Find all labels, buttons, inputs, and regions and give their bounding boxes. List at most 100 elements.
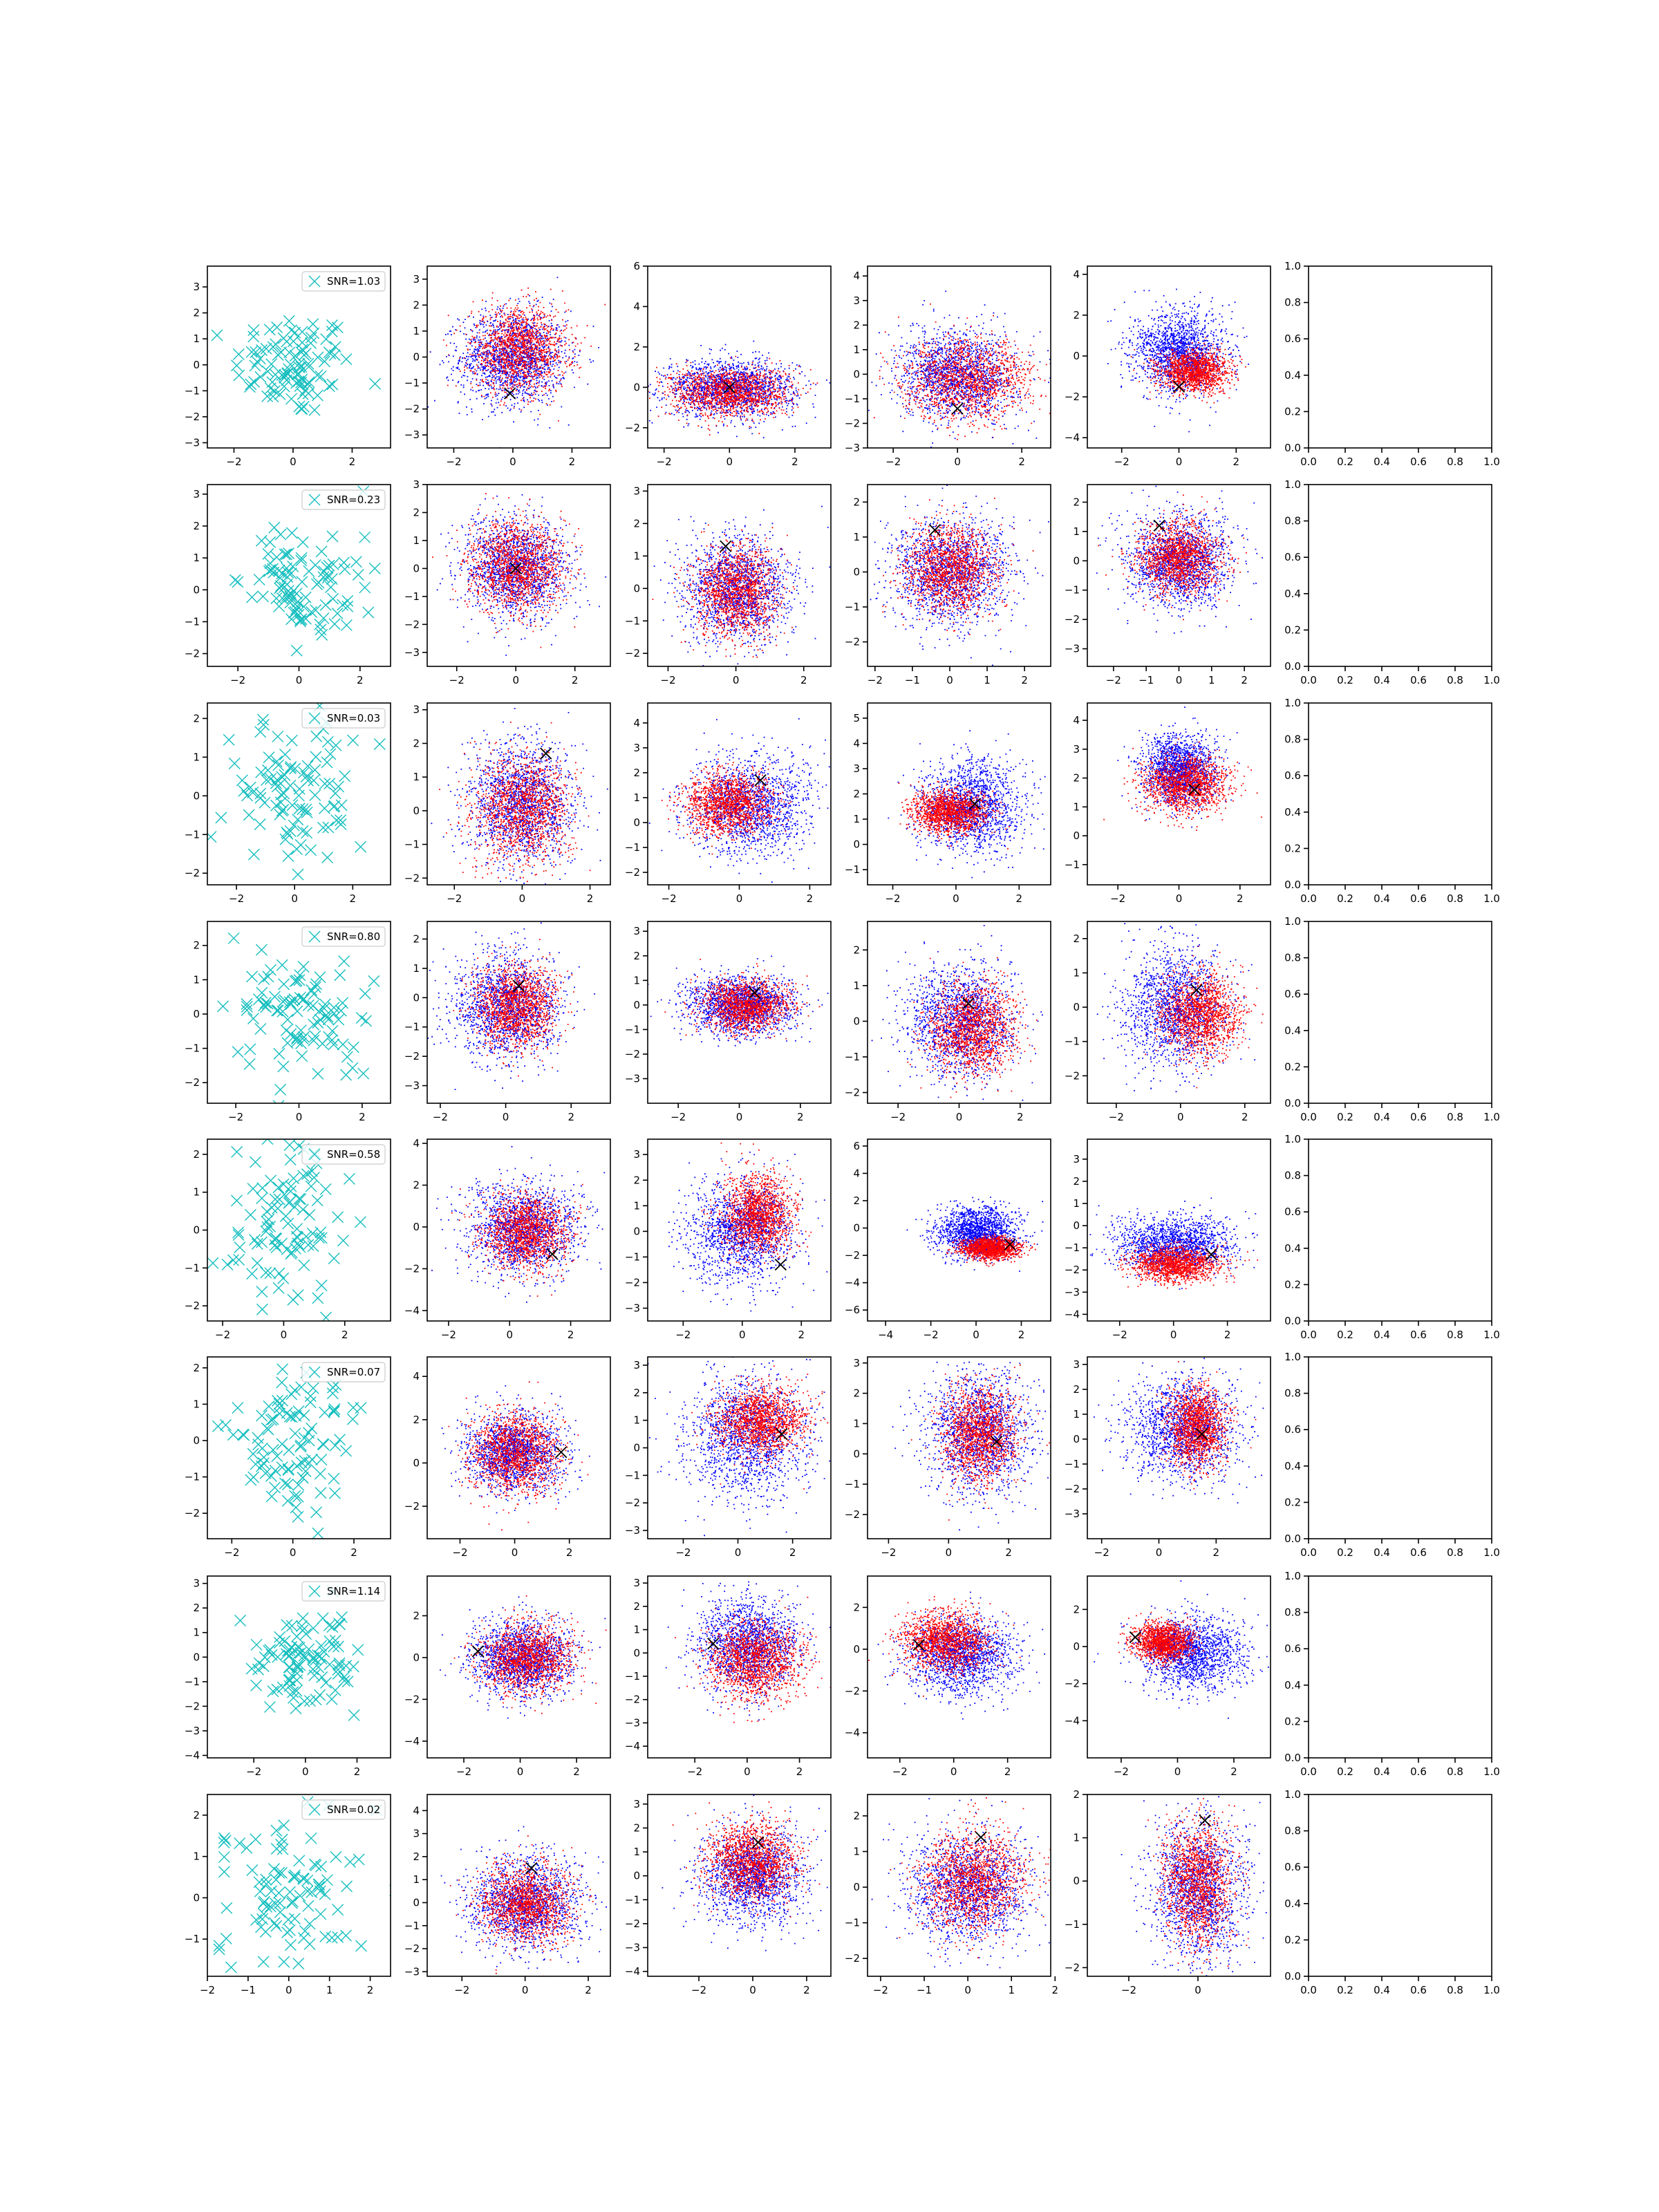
x-marker: [265, 1490, 278, 1503]
x-marker: [314, 1468, 326, 1480]
x-marker: [352, 1644, 364, 1656]
x-tick-label: −1: [917, 1984, 932, 1996]
x-marker: [294, 1241, 306, 1253]
x-tick-label: 0.6: [1410, 1111, 1427, 1123]
x-marker: [281, 562, 293, 574]
x-marker: [328, 1403, 341, 1415]
x-marker: [218, 1832, 230, 1844]
x-tick-label: 0.6: [1410, 892, 1427, 905]
x-marker: [325, 581, 337, 593]
y-tick-label: 2: [193, 939, 200, 952]
x-marker: [274, 1631, 286, 1643]
x-tick-label: 2: [354, 1765, 361, 1778]
x-marker: [207, 1257, 219, 1269]
x-marker: [295, 377, 308, 389]
x-tick-label: 0.8: [1447, 674, 1463, 686]
x-marker: [223, 733, 235, 746]
legend-label: SNR=1.14: [327, 1585, 380, 1597]
y-tick-label: 0: [413, 1896, 420, 1909]
y-tick-label: −1: [185, 1933, 200, 1945]
x-marker: [259, 997, 272, 1009]
x-marker: [294, 1441, 307, 1453]
x-tick-label: 0: [296, 674, 303, 686]
axes-frame: [207, 265, 391, 449]
point-clouds: [440, 1595, 607, 1719]
x-marker: [319, 802, 331, 814]
y-tick-label: 3: [193, 488, 200, 500]
subplot-x-scatter: −2 0 2 −2 −1 0 1 2 SNR=0.58: [185, 1138, 391, 1341]
subplot-point-cloud: −2 0 2 −3 −2 −1 0 1 2 3: [404, 478, 611, 686]
x-marker: [272, 759, 285, 771]
y-tick-label: 0: [853, 838, 860, 851]
point-clouds: [1094, 1580, 1269, 1719]
red-points: [666, 758, 791, 849]
x-marker: [238, 785, 250, 797]
y-tick-label: −2: [625, 647, 640, 659]
red-points: [451, 1181, 582, 1282]
y-tick-label: 1: [633, 1199, 640, 1212]
axes-frame: [1308, 1575, 1492, 1759]
x-tick-label: 0: [1194, 1984, 1201, 1996]
blue-points: [648, 345, 831, 439]
x-marker: [299, 1924, 311, 1937]
x-marker: [335, 1611, 348, 1624]
x-tick-label: 2: [789, 1546, 796, 1559]
x-marker: [207, 831, 217, 843]
y-tick-label: 1: [1073, 966, 1080, 979]
x-marker: [359, 531, 371, 543]
x-marker: [315, 1232, 328, 1244]
x-marker: [264, 1644, 276, 1656]
x-tick-label: 2: [350, 1546, 357, 1559]
x-marker: [339, 770, 351, 782]
red-points: [694, 1375, 823, 1472]
legend-label: SNR=0.58: [327, 1148, 380, 1161]
x-tick-label: −2: [691, 1984, 706, 1996]
x-marker: [274, 1906, 286, 1918]
x-marker: [265, 1885, 278, 1897]
x-marker: [252, 1663, 264, 1676]
x-marker: [282, 1913, 294, 1926]
axes-frame: [427, 921, 611, 1104]
x-marker: [277, 1272, 290, 1284]
x-marker: [265, 1414, 277, 1426]
y-tick-label: 2: [1073, 496, 1080, 508]
x-marker: [283, 346, 296, 359]
y-tick-label: −2: [185, 867, 200, 879]
axes-frame: [647, 484, 832, 667]
x-tick-label: −2: [224, 1546, 239, 1559]
point-clouds: [888, 730, 1046, 879]
y-tick-label: 0.0: [1284, 1752, 1301, 1764]
x-marker: [298, 1259, 310, 1271]
x-tick-label: 2: [1233, 456, 1240, 468]
x-marker: [295, 554, 308, 567]
x-tick-label: −2: [881, 1546, 896, 1559]
y-tick-label: −2: [625, 1918, 640, 1930]
y-tick-label: 4: [633, 300, 640, 312]
x-marker: [278, 380, 290, 393]
x-marker-series: [234, 1585, 364, 1721]
x-marker: [292, 1405, 305, 1418]
x-marker: [264, 1220, 276, 1232]
y-tick-label: −1: [404, 838, 420, 851]
x-marker: [234, 1241, 246, 1254]
x-marker: [233, 1253, 245, 1266]
x-marker: [333, 1618, 346, 1630]
y-tick-label: −1: [1065, 1241, 1080, 1254]
x-marker: [261, 390, 274, 402]
x-marker: [274, 582, 286, 594]
x-marker-series: [211, 315, 382, 416]
legend: SNR=0.03: [301, 708, 386, 729]
x-tick-label: 0: [964, 1984, 971, 1996]
red-points: [1118, 1613, 1204, 1668]
blue-points: [1121, 1800, 1271, 1976]
x-marker: [320, 333, 332, 346]
x-marker: [250, 1458, 262, 1470]
x-marker: [293, 357, 306, 370]
x-marker: [297, 1932, 310, 1944]
x-marker: [265, 1174, 277, 1187]
x-marker: [315, 1487, 327, 1499]
x-tick-label: −2: [1110, 892, 1125, 905]
x-marker: [246, 1268, 259, 1280]
x-marker: [282, 1463, 294, 1475]
